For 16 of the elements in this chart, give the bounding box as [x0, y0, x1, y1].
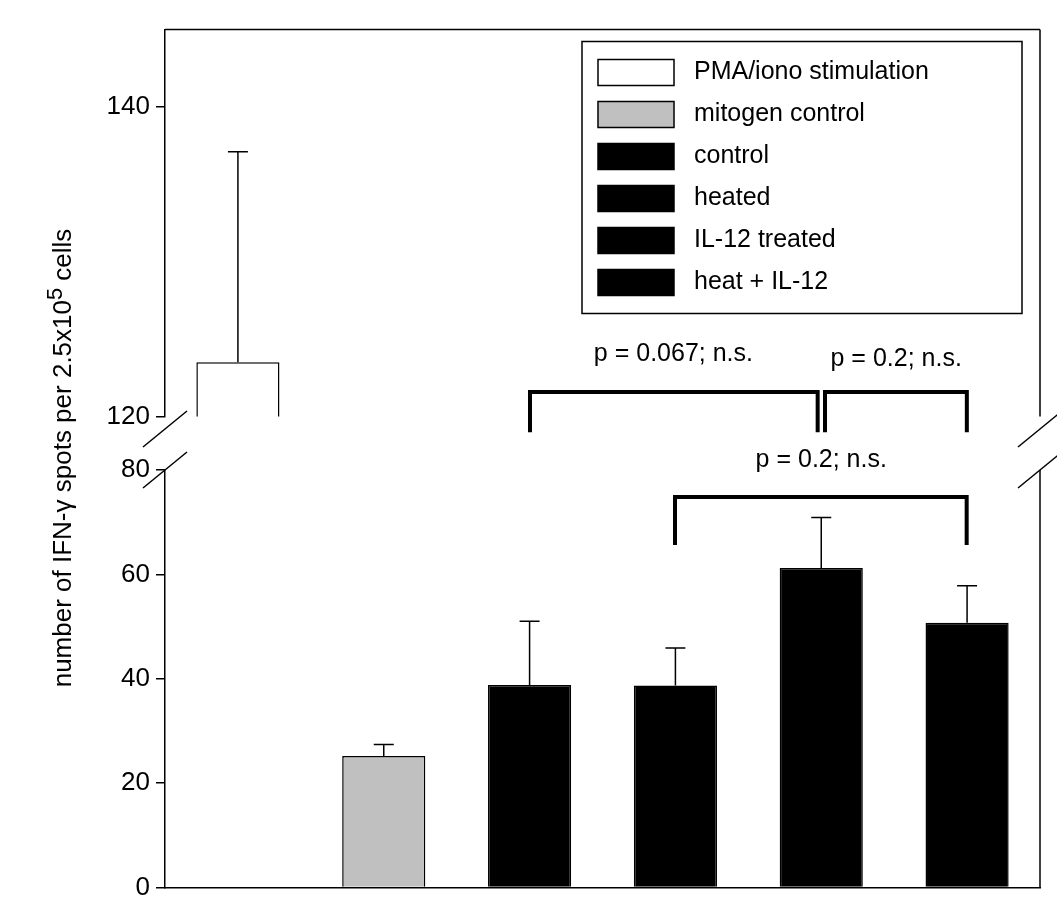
legend-label: mitogen control: [694, 98, 865, 127]
y-tick-label: 80: [121, 453, 150, 484]
legend-label: IL-12 treated: [694, 224, 836, 253]
y-tick-label: 40: [121, 661, 150, 692]
legend-label: control: [694, 140, 770, 169]
annotation: p = 0.067; n.s.: [593, 338, 753, 367]
y-tick-label: 140: [106, 90, 150, 121]
y-tick-label: 0: [135, 870, 150, 901]
y-tick-label: 120: [106, 399, 150, 430]
legend-label: heated: [694, 182, 771, 211]
text: PMA/iono stimulation: [694, 56, 929, 85]
y-tick-label: 20: [121, 766, 150, 797]
annotation: p = 0.2; n.s.: [755, 444, 887, 472]
legend-label: heat + IL-12: [694, 266, 829, 295]
y-tick-label: 60: [121, 557, 150, 588]
annotation: p = 0.2; n.s.: [830, 342, 962, 371]
